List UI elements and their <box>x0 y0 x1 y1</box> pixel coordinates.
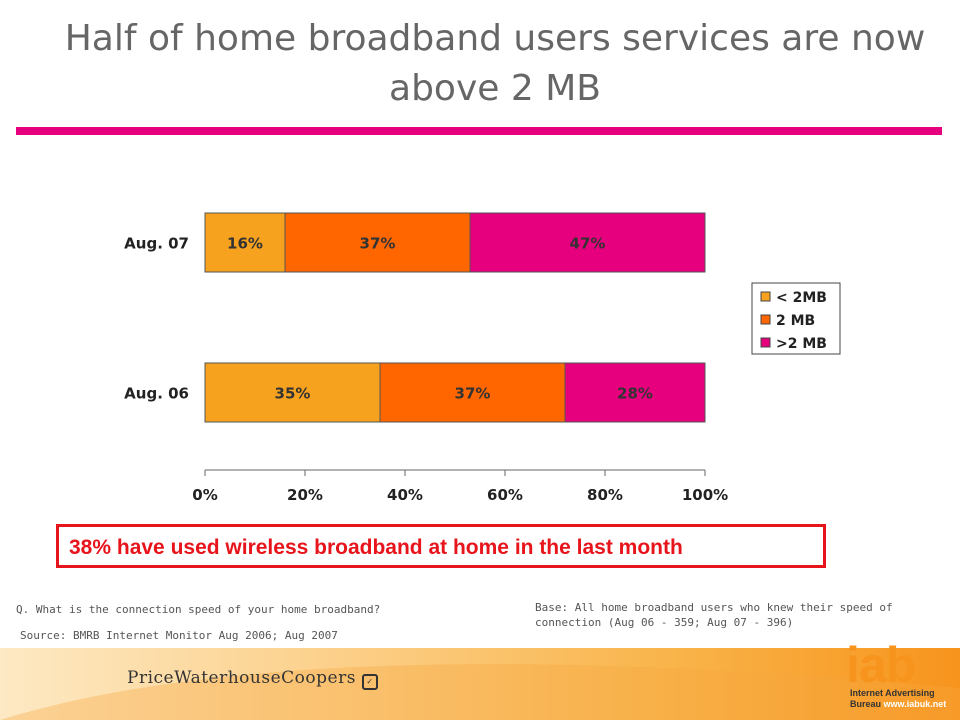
data-label: 35% <box>275 385 311 403</box>
base-note: Base: All home broadband users who knew … <box>535 601 893 629</box>
data-label: 37% <box>360 235 396 253</box>
bar-segment <box>204 212 286 273</box>
iab-url: www.iabuk.net <box>883 699 947 709</box>
x-tick-label: 100% <box>682 486 728 504</box>
iab-logo-subtitle: Internet Advertising Bureau www.iabuk.ne… <box>850 688 946 710</box>
data-label: 47% <box>570 235 606 253</box>
x-tick-label: 80% <box>587 486 623 504</box>
source-note: Source: BMRB Internet Monitor Aug 2006; … <box>20 629 338 642</box>
pwc-logo: PriceWaterhouseCoopers ✓ <box>127 668 378 690</box>
legend-label: 2 MB <box>776 313 815 329</box>
legend-swatch <box>760 314 771 325</box>
data-label: 37% <box>455 385 491 403</box>
bar-segment <box>564 362 706 423</box>
bar-segment <box>469 212 706 273</box>
category-label: Aug. 07 <box>124 235 189 253</box>
legend-label: < 2MB <box>776 290 827 306</box>
slide-title: Half of home broadband users services ar… <box>64 18 926 109</box>
iab-line1: Internet Advertising <box>850 688 935 698</box>
question-note: Q. What is the connection speed of your … <box>16 603 381 616</box>
legend-swatch <box>760 337 771 348</box>
pwc-mark-icon: ✓ <box>361 674 378 690</box>
legend-swatch <box>760 291 771 302</box>
pwc-logo-text: PriceWaterhouseCoopers <box>127 668 356 688</box>
title-divider <box>16 127 942 135</box>
x-tick-label: 0% <box>192 486 217 504</box>
x-tick-label: 60% <box>487 486 523 504</box>
data-label: 28% <box>617 385 653 403</box>
x-tick-label: 40% <box>387 486 423 504</box>
legend-label: >2 MB <box>776 336 827 352</box>
bar-segment <box>379 362 566 423</box>
footer-band <box>0 648 960 720</box>
data-label: 16% <box>227 235 263 253</box>
callout-text: 38% have used wireless broadband at home… <box>69 536 683 559</box>
x-tick-label: 20% <box>287 486 323 504</box>
stacked-bar-chart: 16% 37% 47% Aug. 07 35% 37% 28% Aug. 06 0% 20% 40%… <box>124 212 841 504</box>
iab-logo: iab <box>846 637 916 693</box>
callout-box: 38% have used wireless broadband at home… <box>56 524 826 568</box>
category-label: Aug. 06 <box>124 385 189 403</box>
iab-line2: Bureau <box>850 699 882 709</box>
bar-segment <box>284 212 471 273</box>
